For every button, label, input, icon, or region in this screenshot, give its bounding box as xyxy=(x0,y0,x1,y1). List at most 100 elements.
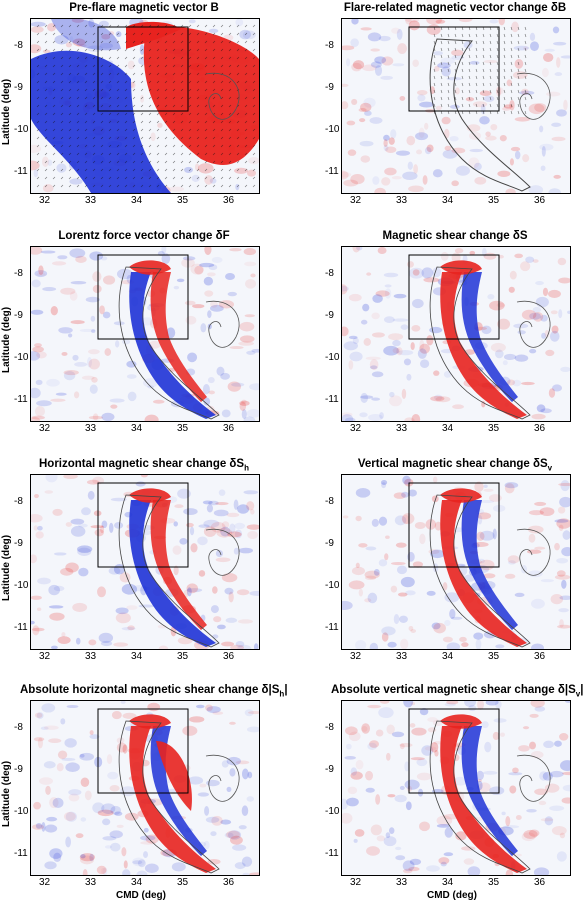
vector-arrow xyxy=(84,160,88,164)
vector-arrow xyxy=(172,184,176,188)
vector-arrow xyxy=(140,184,144,188)
noise-patch xyxy=(479,90,492,96)
vector-arrow xyxy=(212,176,216,180)
noise-patch xyxy=(102,818,111,826)
vector-arrow xyxy=(220,160,224,164)
contour-line xyxy=(205,300,240,348)
noise-patch xyxy=(364,110,372,116)
noise-patch xyxy=(550,310,558,315)
vector-arrow xyxy=(132,152,136,156)
vector-arrow xyxy=(76,80,80,84)
vector-arrow xyxy=(140,40,144,44)
noise-patch xyxy=(161,253,171,265)
vector-arrow xyxy=(461,68,464,73)
noise-patch xyxy=(556,109,567,117)
noise-patch xyxy=(241,856,253,867)
noise-patch xyxy=(405,590,416,596)
vector-arrow xyxy=(44,40,48,44)
vector-arrow xyxy=(108,184,112,188)
noise-patch xyxy=(483,770,498,775)
vector-arrow xyxy=(188,120,192,124)
noise-patch xyxy=(509,785,517,794)
noise-patch xyxy=(229,721,236,725)
vector-arrow xyxy=(36,64,40,68)
vector-arrow xyxy=(124,176,128,180)
noise-patch xyxy=(161,247,167,254)
vector-arrow xyxy=(52,40,56,44)
noise-patch xyxy=(111,710,122,720)
vector-arrow xyxy=(489,40,492,45)
vector-arrow xyxy=(524,110,527,115)
noise-patch xyxy=(497,318,511,330)
noise-patch xyxy=(127,60,135,70)
panel-title-text: Vertical magnetic shear change δS xyxy=(357,458,548,470)
vector-arrow xyxy=(468,47,471,52)
noise-patch xyxy=(88,19,95,28)
noise-patch xyxy=(220,372,230,380)
vector-arrow xyxy=(496,103,499,108)
noise-patch xyxy=(484,741,492,753)
noise-patch xyxy=(352,60,365,70)
positive-change-band xyxy=(129,488,171,503)
noise-patch xyxy=(101,520,108,529)
noise-patch xyxy=(499,732,506,737)
vector-arrow xyxy=(196,80,200,84)
noise-patch xyxy=(371,371,384,378)
vector-arrow xyxy=(440,33,443,38)
noise-patch xyxy=(436,823,451,828)
noise-patch xyxy=(33,169,39,178)
vector-arrow xyxy=(44,144,48,148)
noise-patch xyxy=(449,135,459,142)
noise-patch xyxy=(34,494,39,499)
vector-arrow xyxy=(517,89,520,94)
noise-patch xyxy=(559,619,564,628)
x-axis-label: CMD (deg) xyxy=(116,890,166,901)
noise-patch xyxy=(407,161,413,170)
noise-patch xyxy=(389,391,395,398)
noise-patch xyxy=(561,546,570,557)
noise-patch xyxy=(434,749,439,757)
noise-patch xyxy=(87,490,95,500)
noise-patch xyxy=(507,555,520,564)
noise-patch xyxy=(208,390,215,395)
vector-arrow xyxy=(196,32,200,36)
noise-patch xyxy=(369,642,379,649)
noise-patch xyxy=(82,868,88,875)
noise-patch xyxy=(101,412,115,421)
x-tick-label: 33 xyxy=(85,877,97,888)
y-tick-label: -9 xyxy=(14,538,23,549)
noise-patch xyxy=(498,19,505,26)
noise-patch xyxy=(241,409,247,420)
vector-arrow xyxy=(92,104,96,108)
vector-arrow xyxy=(108,152,112,156)
noise-patch xyxy=(203,397,211,406)
x-tick-label: 33 xyxy=(85,423,97,434)
noise-patch xyxy=(392,347,401,354)
noise-patch xyxy=(402,475,411,485)
noise-patch xyxy=(416,89,428,96)
vector-arrow xyxy=(510,96,513,101)
noise-patch xyxy=(45,785,51,795)
vector-arrow xyxy=(440,61,443,66)
noise-patch xyxy=(54,35,69,45)
noise-patch xyxy=(515,815,522,820)
vector-arrow xyxy=(220,24,224,28)
vector-arrow xyxy=(252,144,256,148)
vector-arrow xyxy=(212,96,216,100)
noise-patch xyxy=(236,589,250,596)
vector-arrow xyxy=(172,160,176,164)
x-tick-label: 32 xyxy=(39,423,51,434)
noise-patch xyxy=(346,58,351,67)
vector-arrow xyxy=(100,80,104,84)
noise-patch xyxy=(549,805,565,811)
noise-patch xyxy=(348,360,354,370)
vector-arrow xyxy=(44,128,48,132)
noise-patch xyxy=(99,305,105,315)
vector-arrow xyxy=(92,120,96,124)
vector-arrow xyxy=(76,184,80,188)
noise-patch xyxy=(416,758,428,767)
vector-arrow xyxy=(148,88,152,92)
vector-arrow xyxy=(124,88,128,92)
y-tick-label: -11 xyxy=(14,622,28,633)
noise-patch xyxy=(553,174,561,179)
